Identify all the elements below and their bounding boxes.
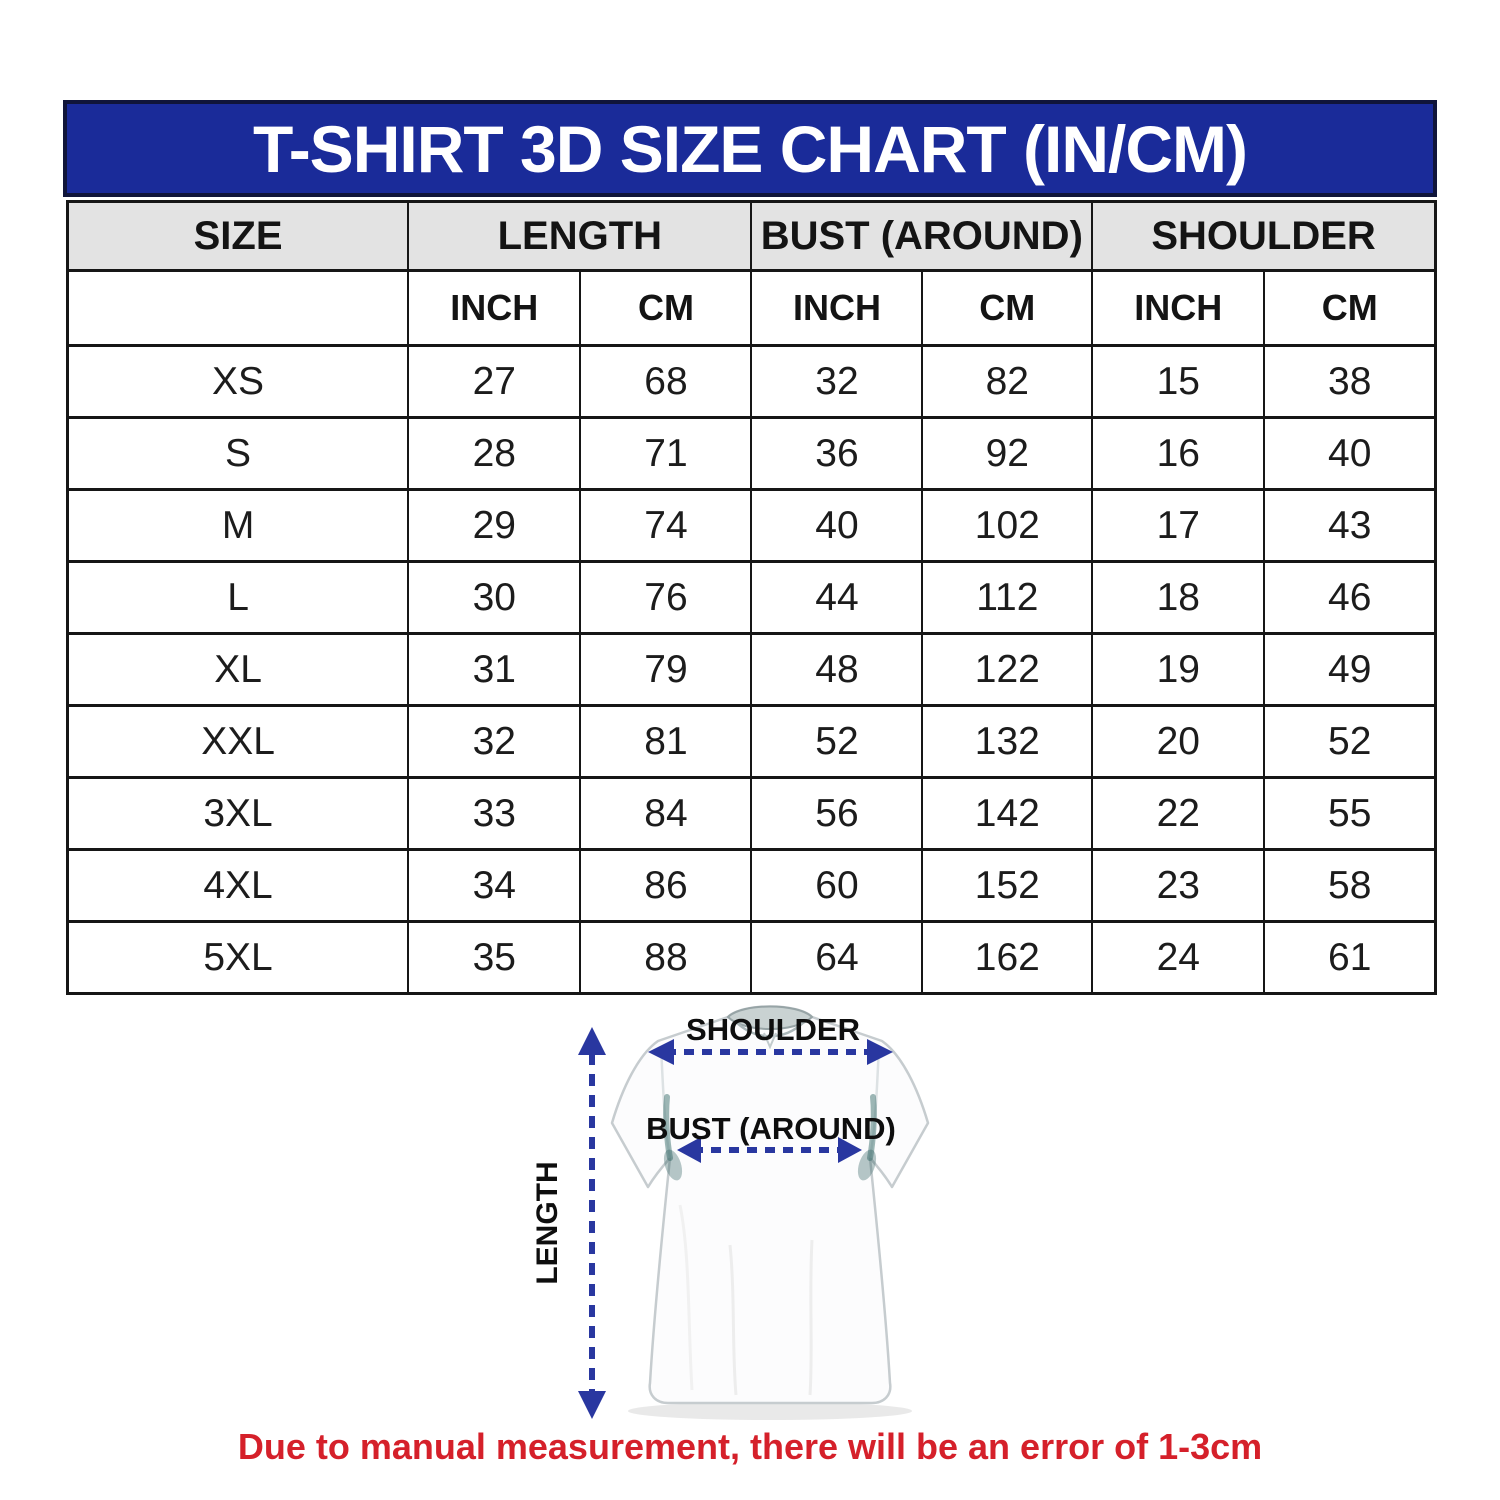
value-cell: 58	[1263, 848, 1437, 923]
value-cell: 32	[750, 344, 924, 419]
size-table: SIZE LENGTH BUST (AROUND) SHOULDER INCH …	[66, 200, 1437, 995]
size-column-spacer	[66, 269, 410, 347]
column-header-length: LENGTH	[407, 200, 753, 272]
value-cell: 36	[750, 416, 924, 491]
size-cell: 4XL	[66, 848, 410, 923]
value-cell: 74	[579, 488, 753, 563]
value-cell: 81	[579, 704, 753, 779]
value-cell: 76	[579, 560, 753, 635]
value-cell: 27	[407, 344, 582, 419]
shoulder-arrow	[648, 1039, 893, 1065]
bust-arrow	[677, 1137, 862, 1163]
value-cell: 56	[750, 776, 924, 851]
value-cell: 28	[407, 416, 582, 491]
value-cell: 20	[1091, 704, 1266, 779]
table-row: S 28 71 36 92 16 40	[66, 416, 1437, 491]
value-cell: 22	[1091, 776, 1266, 851]
table-row: 3XL 33 84 56 142 22 55	[66, 776, 1437, 851]
value-cell: 43	[1263, 488, 1437, 563]
column-header-size: SIZE	[66, 200, 410, 272]
measurement-note: Due to manual measurement, there will be…	[237, 1426, 1263, 1467]
bust-label: BUST (AROUND)	[646, 1111, 896, 1146]
value-cell: 60	[750, 848, 924, 923]
value-cell: 23	[1091, 848, 1266, 923]
value-cell: 152	[921, 848, 1094, 923]
size-cell: M	[66, 488, 410, 563]
unit-header-cell: CM	[1263, 269, 1437, 347]
length-arrow	[578, 1027, 606, 1419]
size-cell: XXL	[66, 704, 410, 779]
unit-header-cell: INCH	[407, 269, 582, 347]
size-cell: XL	[66, 632, 410, 707]
value-cell: 162	[921, 920, 1094, 995]
length-label: LENGTH	[531, 1161, 564, 1284]
value-cell: 102	[921, 488, 1094, 563]
value-cell: 19	[1091, 632, 1266, 707]
unit-header-cell: CM	[579, 269, 753, 347]
size-cell: S	[66, 416, 410, 491]
table-row: 4XL 34 86 60 152 23 58	[66, 848, 1437, 923]
value-cell: 88	[579, 920, 753, 995]
value-cell: 18	[1091, 560, 1266, 635]
unit-header-cell: INCH	[750, 269, 924, 347]
value-cell: 64	[750, 920, 924, 995]
value-cell: 79	[579, 632, 753, 707]
table-unit-header-row: INCH CM INCH CM INCH CM	[66, 269, 1437, 347]
shoulder-label: SHOULDER	[686, 1012, 860, 1047]
value-cell: 49	[1263, 632, 1437, 707]
value-cell: 112	[921, 560, 1094, 635]
value-cell: 92	[921, 416, 1094, 491]
value-cell: 24	[1091, 920, 1266, 995]
table-row: XXL 32 81 52 132 20 52	[66, 704, 1437, 779]
column-header-bust: BUST (AROUND)	[750, 200, 1094, 272]
value-cell: 71	[579, 416, 753, 491]
size-cell: XS	[66, 344, 410, 419]
value-cell: 32	[407, 704, 582, 779]
table-row: XL 31 79 48 122 19 49	[66, 632, 1437, 707]
table-row: L 30 76 44 112 18 46	[66, 560, 1437, 635]
value-cell: 40	[1263, 416, 1437, 491]
value-cell: 46	[1263, 560, 1437, 635]
unit-header-cell: INCH	[1091, 269, 1266, 347]
size-cell: 3XL	[66, 776, 410, 851]
value-cell: 38	[1263, 344, 1437, 419]
value-cell: 84	[579, 776, 753, 851]
size-cell: 5XL	[66, 920, 410, 995]
value-cell: 33	[407, 776, 582, 851]
value-cell: 40	[750, 488, 924, 563]
value-cell: 142	[921, 776, 1094, 851]
value-cell: 52	[1263, 704, 1437, 779]
shirt-shadow	[628, 1402, 912, 1420]
value-cell: 29	[407, 488, 582, 563]
value-cell: 44	[750, 560, 924, 635]
value-cell: 16	[1091, 416, 1266, 491]
page-title: T-SHIRT 3D SIZE CHART (IN/CM)	[253, 111, 1248, 186]
value-cell: 132	[921, 704, 1094, 779]
value-cell: 82	[921, 344, 1094, 419]
table-row: 5XL 35 88 64 162 24 61	[66, 920, 1437, 995]
value-cell: 55	[1263, 776, 1437, 851]
value-cell: 86	[579, 848, 753, 923]
value-cell: 48	[750, 632, 924, 707]
tshirt-graphic	[610, 1005, 930, 1405]
value-cell: 35	[407, 920, 582, 995]
value-cell: 15	[1091, 344, 1266, 419]
value-cell: 31	[407, 632, 582, 707]
size-cell: L	[66, 560, 410, 635]
value-cell: 52	[750, 704, 924, 779]
value-cell: 61	[1263, 920, 1437, 995]
value-cell: 68	[579, 344, 753, 419]
measurement-diagram: LENGTH SHOULDER BUST (AROUND)	[530, 995, 980, 1440]
column-header-shoulder: SHOULDER	[1091, 200, 1437, 272]
value-cell: 122	[921, 632, 1094, 707]
title-banner: T-SHIRT 3D SIZE CHART (IN/CM)	[63, 100, 1437, 197]
table-row: XS 27 68 32 82 15 38	[66, 344, 1437, 419]
value-cell: 34	[407, 848, 582, 923]
table-row: M 29 74 40 102 17 43	[66, 488, 1437, 563]
unit-header-cell: CM	[921, 269, 1094, 347]
value-cell: 30	[407, 560, 582, 635]
table-group-header-row: SIZE LENGTH BUST (AROUND) SHOULDER	[66, 200, 1437, 272]
value-cell: 17	[1091, 488, 1266, 563]
